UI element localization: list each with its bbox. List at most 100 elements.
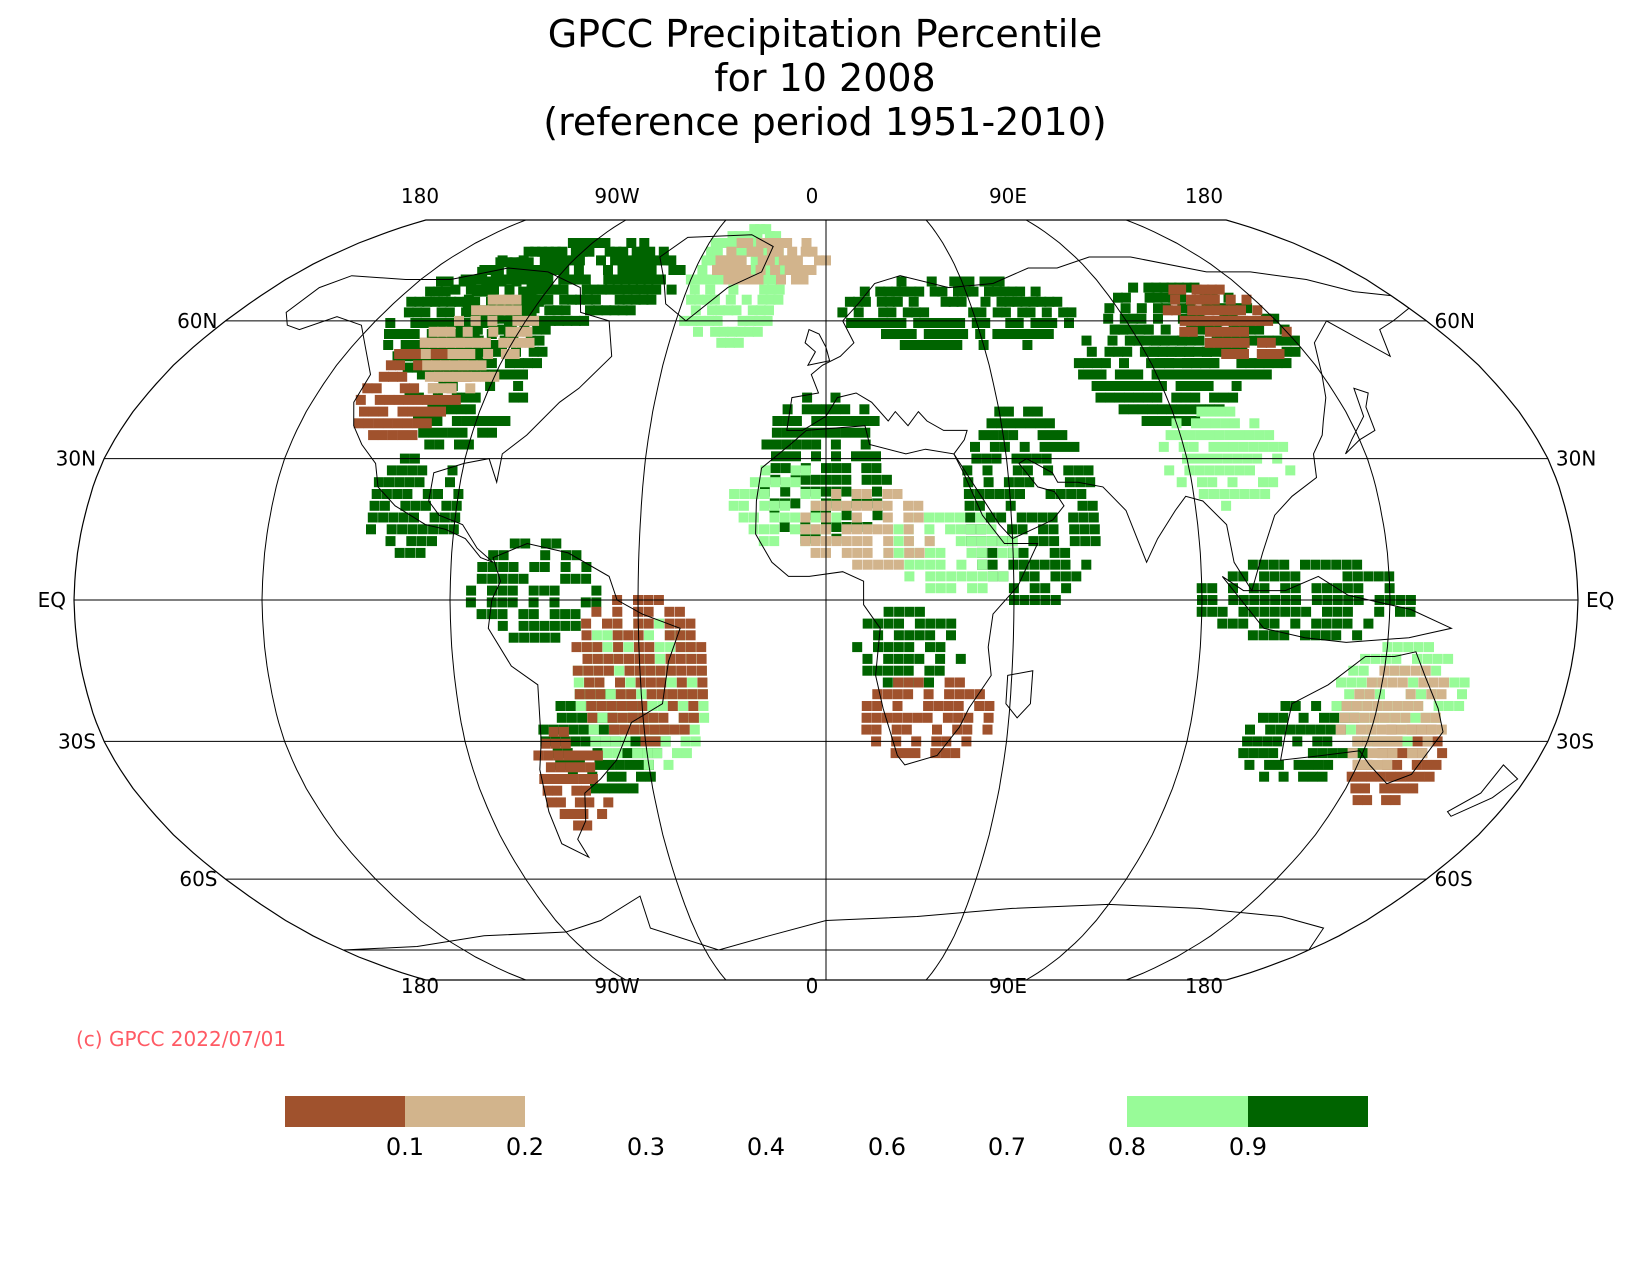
- percentile-cell: [926, 276, 937, 287]
- percentile-cell: [883, 524, 893, 535]
- percentile-cell: [509, 538, 520, 549]
- percentile-cell: [603, 665, 614, 676]
- percentile-cell: [534, 276, 545, 287]
- percentile-cell: [1280, 606, 1291, 617]
- percentile-cell: [749, 489, 760, 499]
- percentile-cell: [497, 620, 508, 631]
- percentile-cell: [924, 536, 935, 547]
- percentile-cell: [371, 383, 382, 394]
- percentile-cell: [520, 538, 531, 549]
- percentile-cell: [982, 465, 993, 476]
- percentile-cell: [984, 286, 994, 297]
- percentile-cell: [851, 512, 862, 523]
- percentile-cell: [955, 318, 966, 328]
- percentile-cell: [738, 512, 749, 523]
- percentile-cell: [1256, 349, 1267, 359]
- percentile-cell: [1356, 677, 1367, 688]
- percentile-cell: [535, 266, 546, 277]
- percentile-cell: [955, 536, 966, 547]
- percentile-cell: [749, 224, 760, 235]
- percentile-cell: [853, 307, 864, 318]
- percentile-cell: [779, 522, 790, 532]
- percentile-cell: [1258, 630, 1269, 641]
- percentile-cell: [519, 632, 530, 643]
- percentile-cell: [912, 712, 923, 723]
- percentile-cell: [1047, 430, 1058, 441]
- percentile-cell: [584, 246, 595, 257]
- percentile-cell: [1348, 665, 1359, 676]
- percentile-cell: [963, 489, 974, 499]
- percentile-cell: [628, 783, 639, 794]
- percentile-cell: [830, 439, 841, 450]
- percentile-cell: [934, 665, 945, 676]
- percentile-cell: [730, 238, 741, 248]
- percentile-cell: [586, 701, 597, 711]
- percentile-cell: [837, 307, 848, 318]
- percentile-cell: [602, 748, 613, 759]
- percentile-cell: [1405, 689, 1416, 700]
- percentile-cell: [891, 724, 902, 735]
- percentile-cell: [1152, 292, 1163, 303]
- percentile-cell: [644, 653, 655, 664]
- percentile-cell: [419, 337, 430, 348]
- percentile-cell: [609, 724, 619, 735]
- percentile-cell: [1195, 430, 1206, 441]
- percentile-cell: [548, 726, 559, 737]
- percentile-cell: [528, 597, 539, 608]
- legend-ticks: 0.1 0.2 0.3 0.4 0.6 0.7 0.8 0.9: [386, 1133, 1267, 1161]
- percentile-cell: [850, 416, 861, 426]
- percentile-cell: [622, 294, 633, 305]
- percentile-cell: [1215, 369, 1226, 380]
- percentile-cell: [681, 748, 692, 759]
- percentile-cell: [1426, 724, 1437, 735]
- percentile-cell: [1050, 571, 1061, 582]
- percentile-cell: [1039, 441, 1050, 452]
- percentile-cell: [933, 701, 944, 711]
- percentile-cell: [1358, 665, 1369, 676]
- percentile-cell: [577, 712, 588, 723]
- percentile-cell: [810, 524, 821, 535]
- percentile-cell: [526, 276, 537, 287]
- percentile-cell: [934, 512, 945, 523]
- percentile-cell: [558, 284, 569, 295]
- percentile-cell: [616, 701, 627, 711]
- longitude-labels-bottom: 180 90W 0 90E 180: [401, 974, 1223, 998]
- percentile-cell: [1188, 369, 1199, 380]
- percentile-cell: [1165, 430, 1176, 441]
- percentile-cell: [1170, 294, 1181, 305]
- percentile-cell: [465, 383, 476, 394]
- percentile-cell: [1005, 318, 1016, 328]
- percentile-cell: [627, 701, 637, 711]
- percentile-cell: [1403, 701, 1413, 711]
- percentile-cell: [1459, 677, 1470, 688]
- percentile-cell: [1066, 489, 1077, 499]
- percentile-cell: [1153, 303, 1163, 314]
- percentile-cell: [966, 536, 977, 547]
- percentile-cell: [1311, 618, 1322, 629]
- percentile-cell: [1177, 303, 1188, 314]
- percentile-cell: [696, 653, 707, 664]
- percentile-cell: [941, 329, 951, 339]
- percentile-cell: [397, 371, 408, 382]
- percentile-cell: [841, 536, 852, 547]
- percentile-cell: [617, 265, 628, 275]
- percentile-cell: [648, 712, 659, 723]
- percentile-cell: [451, 416, 462, 426]
- percentile-cell: [1243, 369, 1254, 380]
- percentile-cell: [1037, 512, 1048, 523]
- percentile-cell: [394, 349, 405, 359]
- percentile-cell: [572, 665, 583, 676]
- percentile-cell: [745, 274, 756, 285]
- percentile-cell: [640, 274, 651, 285]
- percentile-cell: [454, 337, 465, 348]
- percentile-cell: [729, 489, 740, 499]
- percentile-cell: [436, 307, 447, 318]
- percentile-cell: [831, 463, 842, 474]
- percentile-cell: [1120, 292, 1131, 303]
- percentile-cell: [700, 274, 711, 285]
- percentile-cell: [1060, 571, 1071, 582]
- percentile-cell: [362, 383, 373, 394]
- percentile-cell: [658, 712, 669, 723]
- percentile-cell: [1387, 748, 1398, 759]
